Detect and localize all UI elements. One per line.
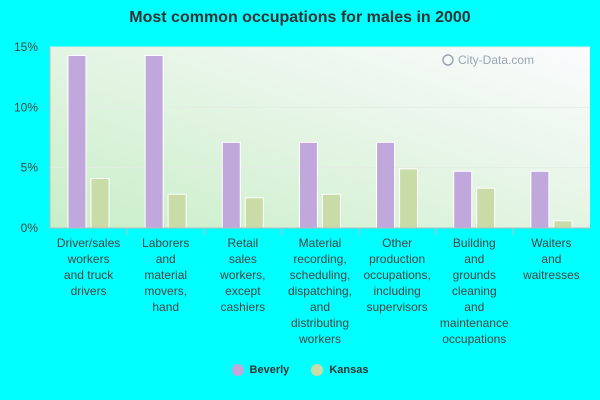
x-tick-label-line: Other: [382, 236, 412, 250]
axes: [49, 47, 590, 235]
bar-beverly: [530, 170, 550, 229]
chart-title: Most common occupations for males in 200…: [129, 9, 471, 26]
x-tick-label-line: material: [144, 268, 187, 282]
x-tick-label-line: Retail: [228, 236, 259, 250]
y-tick-label: 15%: [14, 40, 38, 54]
bar-beverly: [376, 141, 396, 229]
x-tick-label-line: and: [541, 252, 561, 266]
x-tick-label-line: dispatching,: [288, 284, 352, 298]
legend-swatch: [231, 364, 244, 376]
x-tick-label-line: except: [225, 284, 261, 298]
x-tick-label-line: Waiters: [531, 236, 571, 250]
x-tick-label-line: sales: [229, 252, 257, 266]
x-tick-label-line: and: [310, 300, 330, 314]
x-tick-label-line: Material: [299, 236, 342, 250]
labels: 0% 5% 10% 15% Driver/sales workers and truck dr…: [14, 40, 580, 346]
x-tick-label-line: recording,: [293, 252, 346, 266]
plot-area: [50, 47, 590, 228]
x-tick-label-line: cleaning: [452, 284, 497, 298]
x-tick-label-line: occupations,: [363, 268, 430, 282]
x-tick-label-line: hand: [152, 300, 179, 314]
x-tick-label: Waiters and waitresses: [522, 236, 580, 282]
watermark-icon: [442, 54, 454, 66]
legend-item-kansas: Kansas: [311, 364, 368, 376]
x-tick-label-line: Laborers: [142, 236, 189, 250]
x-tick-label-line: distributing: [291, 316, 349, 330]
bar-kansas: [90, 178, 110, 229]
x-tick-label: Building and grounds cleaning and maintenance…: [440, 236, 509, 346]
y-tick-label: 0%: [21, 221, 39, 235]
x-tick-label-line: including: [373, 284, 420, 298]
x-tick-label: Material recording, scheduling, dispatching…: [288, 236, 352, 346]
x-tick-label-line: supervisors: [366, 300, 427, 314]
x-tick-label-line: movers,: [144, 284, 187, 298]
bar-beverly: [67, 54, 87, 229]
x-tick-label: Other production occupations, including supe…: [363, 236, 430, 314]
x-tick-label-line: and: [156, 252, 176, 266]
x-tick-label-line: and truck: [64, 268, 114, 282]
legend-label: Kansas: [329, 364, 369, 376]
x-tick-label-line: occupations: [442, 332, 506, 346]
legend-swatch: [311, 364, 324, 376]
x-tick-label-line: workers: [298, 332, 341, 346]
watermark-text: City-Data.com: [458, 53, 534, 67]
bar-kansas: [399, 168, 419, 229]
x-tick-label-line: grounds: [453, 268, 496, 282]
grid-lines: [50, 46, 590, 169]
bar-kansas: [476, 187, 496, 229]
bar-beverly: [298, 141, 318, 229]
x-tick-label: Retail sales workers, except cashiers: [219, 236, 265, 314]
legend: Beverly Kansas: [0, 364, 600, 376]
legend-item-beverly: Beverly: [231, 364, 290, 376]
bar-beverly: [144, 54, 164, 229]
bars: [67, 54, 573, 229]
watermark: City-Data.com: [442, 53, 534, 67]
x-tick-label-line: and: [464, 300, 484, 314]
bar-beverly: [453, 170, 473, 229]
bar-beverly: [221, 141, 241, 229]
bar-kansas: [244, 197, 264, 229]
x-tick-label-line: Building: [453, 236, 496, 250]
x-tick-label-line: cashiers: [221, 300, 266, 314]
y-tick-label: 10%: [14, 100, 38, 114]
x-tick-label-line: Driver/sales: [57, 236, 120, 250]
x-tick-label-line: waitresses: [522, 268, 580, 282]
x-tick-label-line: production: [369, 252, 425, 266]
x-tick-label-line: workers: [67, 252, 110, 266]
x-tick-label-line: workers,: [219, 268, 265, 282]
x-tick-label-line: maintenance: [440, 316, 509, 330]
y-tick-label: 5%: [21, 161, 39, 175]
bar-kansas: [553, 220, 573, 229]
x-tick-label: Laborers and material movers, hand: [142, 236, 189, 314]
legend-label: Beverly: [249, 364, 290, 376]
x-tick-label-line: drivers: [71, 284, 107, 298]
bar-kansas: [167, 193, 187, 229]
x-tick-label-line: and: [464, 252, 484, 266]
bar-kansas: [321, 193, 341, 229]
x-tick-label-line: scheduling,: [290, 268, 351, 282]
x-tick-label: Driver/sales workers and truck drivers: [57, 236, 120, 298]
